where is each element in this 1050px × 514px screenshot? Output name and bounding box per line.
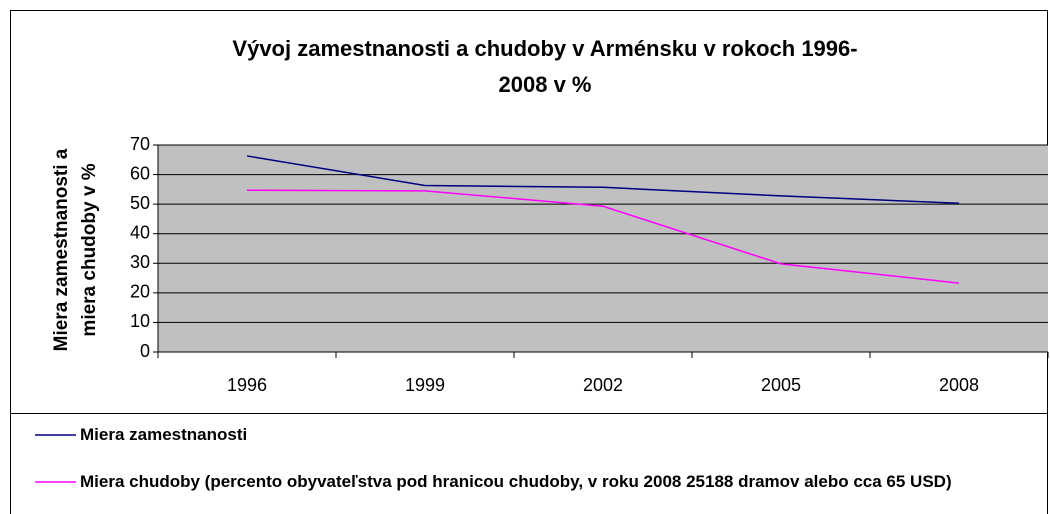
- x-tick-label: 2008: [939, 375, 979, 395]
- y-tick-label: 0: [140, 341, 150, 361]
- y-tick-label: 10: [130, 311, 150, 331]
- y-axis-label: Miera zamestnanosti a: [51, 148, 72, 351]
- plot-area: [158, 145, 1048, 352]
- legend-label: Miera chudoby (percento obyvateľstva pod…: [80, 472, 952, 491]
- y-tick-label: 40: [130, 222, 150, 242]
- x-tick-label: 2002: [583, 375, 623, 395]
- y-tick-label: 60: [130, 163, 150, 183]
- x-tick-label: 1999: [405, 375, 445, 395]
- series-line: [246, 189, 960, 284]
- y-tick-label: 50: [130, 193, 150, 213]
- y-tick-label: 70: [130, 134, 150, 154]
- chart-title: Vývoj zamestnanosti a chudoby v Arménsku…: [232, 36, 857, 61]
- legend-label: Miera zamestnanosti: [80, 425, 248, 444]
- legend-box: [10, 413, 1048, 514]
- y-tick-label: 20: [130, 282, 150, 302]
- series-line: [246, 155, 960, 205]
- y-tick-label: 30: [130, 252, 150, 272]
- x-tick-label: 2005: [761, 375, 801, 395]
- chart-title: 2008 v %: [499, 72, 592, 97]
- y-axis-label: miera chudoby v %: [79, 163, 100, 336]
- x-tick-label: 1996: [227, 375, 267, 395]
